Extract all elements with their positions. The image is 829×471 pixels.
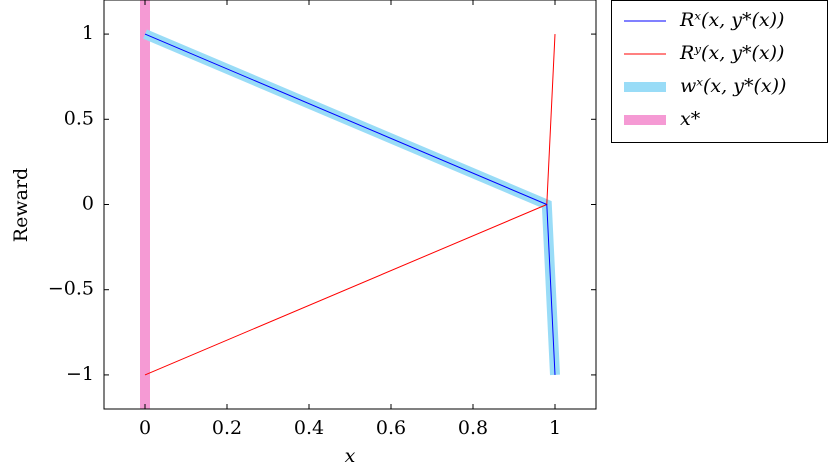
legend-label: x* — [680, 108, 701, 130]
y-tick-label: −0.5 — [48, 278, 94, 300]
series-line — [143, 29, 560, 376]
y-axis-label: Reward — [10, 168, 32, 242]
legend-label: Rʸ(x, y*(x)) — [679, 42, 784, 64]
series-line — [144, 33, 556, 375]
x-tick-label: 0.6 — [376, 417, 406, 439]
x-axis-label: x — [345, 445, 356, 467]
plot-frame — [103, 0, 597, 410]
x-tick-label: 0.4 — [294, 417, 324, 439]
legend-label: wˣ(x, y*(x)) — [680, 75, 786, 97]
x-tick-label: 0 — [139, 417, 151, 439]
x-tick-label: 1 — [549, 417, 561, 439]
y-tick-label: −1 — [66, 363, 94, 385]
y-tick-label: 1 — [82, 22, 94, 44]
y-tick-label: 0.5 — [64, 107, 94, 129]
y-tick-label: 0 — [82, 193, 94, 215]
series-line — [144, 34, 556, 376]
x-tick-label: 0.8 — [458, 417, 488, 439]
legend-label: Rˣ(x, y*(x)) — [679, 9, 784, 31]
x-tick-label: 0.2 — [212, 417, 242, 439]
